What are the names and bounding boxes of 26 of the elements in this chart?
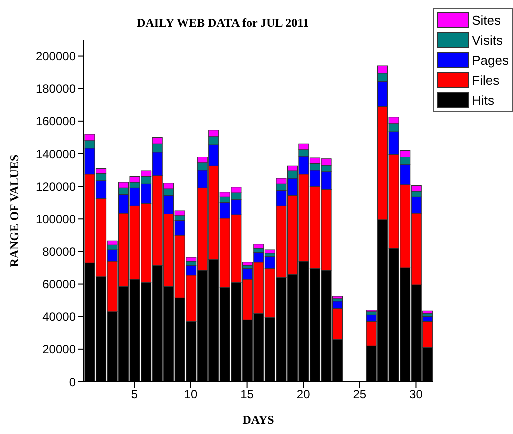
y-tick-label: 40000 (42, 310, 76, 324)
x-tick-label: 10 (184, 388, 198, 402)
legend-label: Hits (472, 92, 495, 108)
y-tick-label: 60000 (42, 278, 76, 292)
y-axis-title: RANGE OF VALUES (7, 154, 22, 268)
x-tick-label: 20 (296, 388, 311, 402)
x-tick-label: 25 (353, 388, 367, 402)
y-tick-label: 100000 (36, 212, 76, 226)
y-tick-label: 160000 (36, 114, 76, 129)
x-tick-label: 15 (240, 388, 254, 402)
y-tick-label: 120000 (36, 180, 76, 194)
y-tick-label: 20000 (42, 342, 76, 357)
legend-label: Visits (472, 32, 503, 48)
y-tick-label: 200000 (36, 50, 76, 64)
y-tick-label: 180000 (36, 82, 76, 96)
legend-label: Pages (472, 52, 509, 68)
legend-label: Files (472, 72, 500, 88)
x-tick-label: 5 (131, 388, 138, 402)
x-axis-title: DAYS (242, 413, 275, 427)
chart-title: DAILY WEB DATA for JUL 2011 (136, 16, 310, 31)
y-tick-label: 140000 (36, 147, 76, 162)
x-tick-label: 30 (410, 388, 424, 402)
legend-label: Sites (472, 12, 502, 28)
y-tick-label: 80000 (42, 244, 76, 259)
bar (254, 244, 264, 249)
y-tick-label: 0 (69, 375, 76, 390)
